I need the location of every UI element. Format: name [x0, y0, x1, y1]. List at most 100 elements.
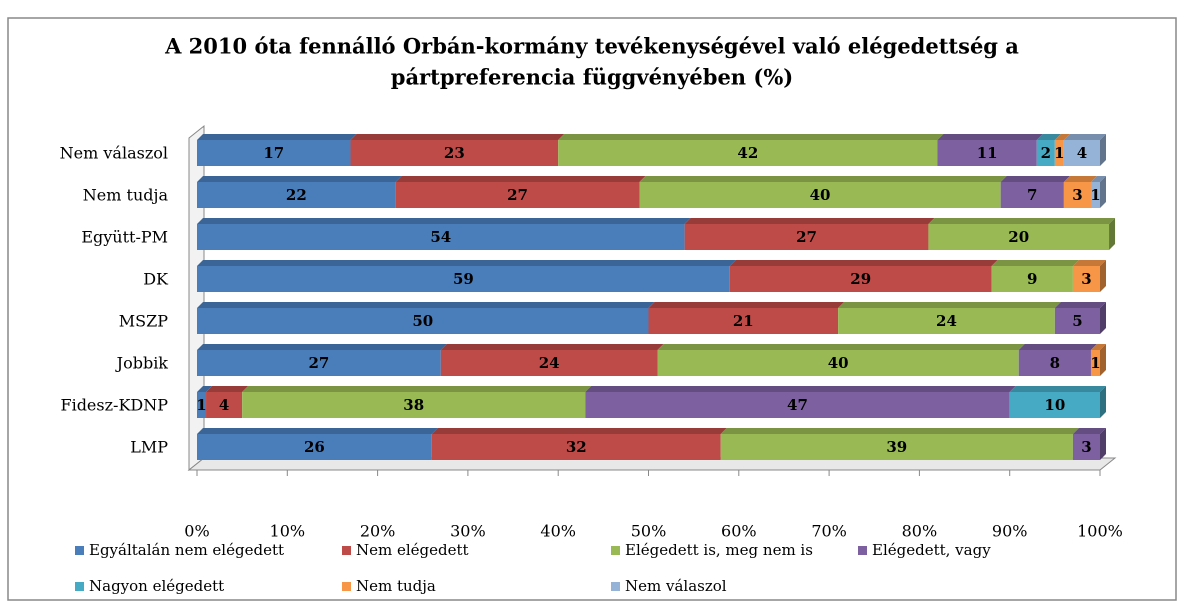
value-label: 27: [308, 354, 329, 372]
legend-swatch: [611, 546, 620, 555]
value-label: 3: [1081, 438, 1091, 456]
bar: [729, 266, 992, 292]
bar: [1009, 392, 1100, 418]
bar: [1018, 350, 1091, 376]
bar-top: [197, 302, 655, 308]
legend-swatch: [75, 582, 84, 591]
legend-swatch: [858, 546, 867, 555]
bar: [684, 224, 929, 250]
value-label: 40: [828, 354, 849, 372]
value-label: 9: [1027, 270, 1037, 288]
bar: [1063, 182, 1091, 208]
bar-top: [729, 260, 998, 266]
bar-top: [648, 302, 845, 308]
bar-top: [585, 386, 1016, 392]
bar-side: [1100, 260, 1106, 292]
value-label: 3: [1081, 270, 1091, 288]
bar: [206, 392, 243, 418]
legend-label: Egyáltalán nem elégedett: [89, 541, 284, 559]
value-label: 1: [1090, 186, 1100, 204]
bar-top: [395, 176, 646, 182]
value-label: 20: [1008, 228, 1029, 246]
x-tick-label: 40%: [540, 522, 576, 541]
value-label: 50: [412, 312, 433, 330]
chart-title: pártpreferencia függvényében (%): [391, 65, 793, 90]
value-label: 5: [1072, 312, 1082, 330]
bar-side: [1100, 134, 1106, 166]
bar: [197, 224, 685, 250]
bar: [197, 182, 396, 208]
bar: [648, 308, 839, 334]
bar: [1036, 140, 1055, 166]
value-label: 1: [1054, 144, 1064, 162]
value-label: 54: [430, 228, 451, 246]
legend-label: Elégedett is, meg nem is: [625, 541, 813, 559]
category-label: Együtt-PM: [81, 228, 168, 247]
bar-top: [1090, 176, 1106, 182]
category-label: LMP: [130, 438, 168, 457]
bar: [720, 434, 1073, 460]
bar-top: [657, 344, 1025, 350]
bar-top: [1090, 344, 1106, 350]
bar-top: [1036, 134, 1061, 140]
value-label: 7: [1027, 186, 1037, 204]
bar-top: [197, 134, 357, 140]
bar: [197, 266, 730, 292]
value-label: 10: [1044, 396, 1065, 414]
value-label: 59: [453, 270, 474, 288]
bar-top: [440, 344, 664, 350]
legend-swatch: [75, 546, 84, 555]
bar-top: [350, 134, 565, 140]
legend-label: Nagyon elégedett: [89, 577, 224, 595]
bar-side: [1100, 176, 1106, 208]
value-label: 22: [286, 186, 307, 204]
bar-top: [928, 218, 1116, 224]
bar-top: [242, 386, 592, 392]
value-label: 4: [1077, 144, 1087, 162]
x-tick-label: 0%: [184, 522, 209, 541]
bar-top: [197, 386, 213, 392]
bar: [1063, 140, 1100, 166]
bar: [558, 140, 938, 166]
bar-top: [206, 386, 249, 392]
category-label: Fidesz-KDNP: [60, 396, 168, 415]
category-label: DK: [143, 270, 169, 289]
bar: [197, 350, 441, 376]
value-label: 24: [936, 312, 957, 330]
bar: [197, 434, 432, 460]
value-label: 47: [787, 396, 808, 414]
x-tick-label: 90%: [992, 522, 1028, 541]
bar-top: [1063, 176, 1097, 182]
bar: [991, 266, 1073, 292]
bar-top: [1000, 176, 1070, 182]
value-label: 1: [196, 396, 206, 414]
bar-top: [937, 134, 1043, 140]
legend-label: Elégedett, vagy: [872, 541, 991, 559]
bar: [197, 140, 351, 166]
legend-label: Nem válaszol: [625, 577, 727, 595]
bar-top: [197, 218, 691, 224]
bar-top: [1054, 302, 1106, 308]
category-label: Nem válaszol: [60, 144, 168, 163]
bar: [1090, 350, 1100, 376]
value-label: 27: [507, 186, 528, 204]
bar-top: [1063, 134, 1106, 140]
value-label: 3: [1072, 186, 1082, 204]
category-label: Nem tudja: [83, 186, 169, 205]
value-label: 24: [539, 354, 560, 372]
bar-top: [838, 302, 1061, 308]
bar: [639, 182, 1001, 208]
category-label: MSZP: [119, 312, 168, 331]
bar: [1054, 140, 1064, 166]
bar-top: [1009, 386, 1106, 392]
value-label: 42: [737, 144, 758, 162]
bar-side: [1109, 218, 1116, 250]
bar: [937, 140, 1037, 166]
bar: [1090, 182, 1100, 208]
floor: [187, 457, 1117, 471]
legend-label: Nem tudja: [356, 577, 436, 595]
bar-side: [1100, 428, 1106, 460]
bar: [197, 308, 649, 334]
bar-side: [1100, 386, 1106, 418]
